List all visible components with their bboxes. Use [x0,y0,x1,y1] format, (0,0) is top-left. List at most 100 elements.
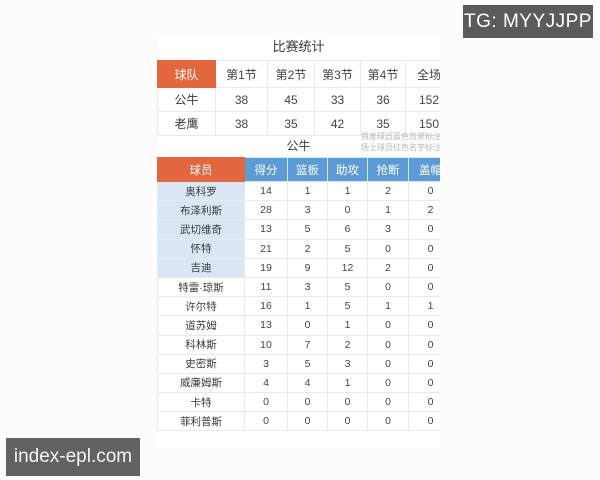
player-name-cell: 道苏姆 [157,315,245,336]
player-stat-cell: 0 [408,411,440,432]
player-stat-cell: 0 [327,392,368,413]
player-stat-cell: 0 [408,315,440,336]
player-stat-cell: 0 [287,411,328,432]
legend-note: 首发球员蓝色背景标注 场上球员红色名字标注 [361,131,440,153]
player-row: 威廉姆斯 4 4 1 0 0 [157,372,440,394]
player-stat-cell: 1 [287,296,328,317]
player-stat-cell: 3 [287,200,328,221]
player-name-cell: 史密斯 [157,353,245,374]
player-name-cell: 威廉姆斯 [157,372,245,394]
player-row: 武切维奇 13 5 6 3 0 [157,219,440,240]
player-stat-cell: 0 [408,257,440,278]
team-name-title: 公牛 [286,139,311,153]
player-stat-cell: 4 [244,372,288,394]
player-stat-cell: 5 [287,219,328,240]
score-value-cell: 42 [314,111,361,136]
player-stat-cell: 0 [408,180,440,202]
player-row: 道苏姆 13 0 1 0 0 [157,315,440,336]
score-col-header: 第3节 [314,60,361,88]
score-col-header: 第1节 [215,60,268,88]
player-name-cell: 特雷·琼斯 [157,276,245,298]
stat-col-header: 得分 [244,157,288,182]
player-stat-cell: 2 [287,238,328,259]
player-row: 奥科罗 14 1 1 2 0 [157,180,440,202]
player-row: 菲利普斯 0 0 0 0 0 [157,411,440,432]
match-stats-title: 比赛统计 [272,39,325,54]
player-stat-cell: 2 [367,180,409,202]
player-stat-cell: 0 [367,392,409,413]
score-value-cell: 38 [215,87,268,112]
player-stat-cell: 0 [408,219,440,240]
player-stat-cell: 0 [244,411,288,432]
tg-watermark-badge: TG: MYYJJPP [463,5,593,38]
player-stat-cell: 9 [287,257,328,278]
score-value-cell: 152 [405,87,440,112]
player-stat-cell: 2 [367,257,409,278]
player-stat-cell: 19 [244,257,288,278]
player-stat-cell: 0 [367,334,409,355]
player-stat-cell: 1 [367,200,409,221]
legend-note-line1: 首发球员蓝色背景标注 [361,132,440,141]
player-row: 怀特 21 2 5 0 0 [157,238,440,259]
player-stat-cell: 2 [327,334,368,355]
team-section-header: 公牛 首发球员蓝色背景标注 场上球员红色名字标注 [157,132,440,157]
player-stat-cell: 12 [327,257,368,278]
player-stat-cell: 5 [287,353,328,374]
player-name-cell: 许尔特 [157,296,245,317]
team-name-cell: 公牛 [157,87,216,112]
player-stat-cell: 1 [408,296,440,317]
player-stat-cell: 11 [244,276,288,298]
score-value-cell: 45 [267,87,315,112]
player-stat-cell: 0 [367,411,409,432]
player-stat-cell: 3 [327,353,368,374]
score-row: 公牛 38 45 33 36 152 [157,87,440,112]
player-stat-cell: 6 [327,219,368,240]
player-stat-cell: 2 [408,200,440,221]
stats-card: 比赛统计 球队 第1节 第2节 第3节 第4节 全场 公牛 38 45 33 36 152 老鹰 38 3… [157,35,440,447]
player-stat-cell: 0 [287,315,328,336]
player-stat-cell: 7 [287,334,328,355]
score-col-header: 第2节 [267,60,315,88]
player-stat-cell: 0 [408,372,440,394]
player-stat-cell: 1 [327,180,368,202]
player-name-cell: 怀特 [157,238,245,259]
player-row: 科林斯 10 7 2 0 0 [157,334,440,355]
player-stat-cell: 13 [244,315,288,336]
player-stat-cell: 10 [244,334,288,355]
stat-col-header: 盖帽 [408,157,440,182]
score-col-header: 全场 [405,60,440,88]
player-name-cell: 菲利普斯 [157,411,245,432]
player-stat-cell: 0 [367,315,409,336]
player-stat-cell: 0 [367,353,409,374]
player-stat-cell: 4 [287,372,328,394]
player-stat-cell: 1 [327,372,368,394]
player-name-cell: 吉迪 [157,257,245,278]
player-stat-cell: 5 [327,276,368,298]
player-name-cell: 卡特 [157,392,245,413]
stat-col-header: 助攻 [327,157,368,182]
player-stat-cell: 0 [408,353,440,374]
score-value-cell: 38 [215,111,268,136]
score-row: 老鹰 38 35 42 35 150 [157,111,440,136]
player-stat-cell: 0 [327,200,368,221]
player-stat-cell: 14 [244,180,288,202]
player-col-header: 球员 [157,157,245,182]
player-stat-cell: 1 [287,180,328,202]
player-row: 许尔特 16 1 5 1 1 [157,296,440,317]
player-name-cell: 奥科罗 [157,180,245,202]
player-stats-table: 球员 得分 篮板 助攻 抢断 盖帽 奥科罗 14 1 1 2 0 布泽利斯 28 3 0 1 2 武切维奇 13 5 6… [157,157,440,432]
player-stat-cell: 0 [244,392,288,413]
player-stat-cell: 5 [327,296,368,317]
player-stat-cell: 0 [327,411,368,432]
player-stat-cell: 3 [244,353,288,374]
site-watermark-badge: index-epl.com [6,438,140,476]
player-stat-cell: 13 [244,219,288,240]
player-table-body: 奥科罗 14 1 1 2 0 布泽利斯 28 3 0 1 2 武切维奇 13 5 6 3 0 怀特 21 2 5 0 0 吉迪 1… [157,180,440,432]
player-stat-cell: 3 [367,219,409,240]
player-stat-cell: 0 [408,392,440,413]
legend-note-line2: 场上球员红色名字标注 [361,143,440,152]
player-stat-cell: 16 [244,296,288,317]
player-row: 史密斯 3 5 3 0 0 [157,353,440,374]
player-stat-cell: 1 [367,296,409,317]
player-table-header-row: 球员 得分 篮板 助攻 抢断 盖帽 [157,157,440,182]
